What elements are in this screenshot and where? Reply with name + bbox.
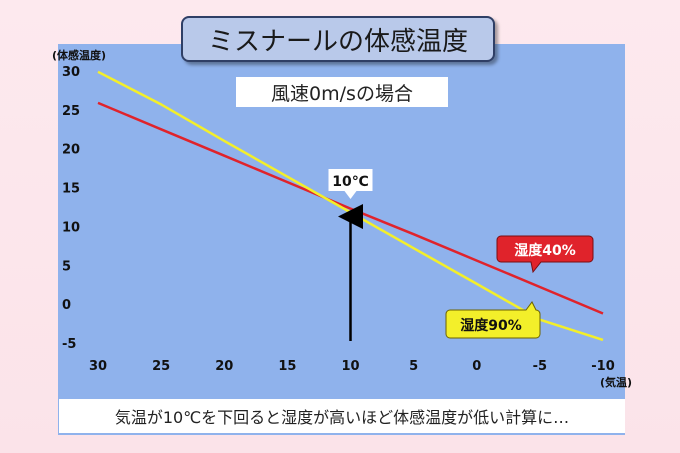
legend-callout-humidity-90 (445, 301, 541, 339)
y-tick-label: 25 (62, 104, 80, 119)
x-tick-label: 15 (278, 359, 296, 374)
legend-label-humidity-40: 湿度40% (514, 242, 576, 259)
y-tick-label: -5 (62, 337, 76, 352)
annotation-label: 10℃ (332, 174, 368, 190)
y-tick-label: 20 (62, 143, 80, 158)
x-tick-label: 0 (472, 359, 481, 374)
x-axis-label: (気温) (600, 375, 632, 389)
chart-title: ミスナールの体感温度 (181, 16, 495, 62)
legend-label-humidity-90: 湿度90% (460, 317, 522, 334)
annotation-callout (328, 169, 373, 199)
legend-callout-humidity-40 (496, 235, 594, 274)
x-tick-label: 10 (341, 359, 359, 374)
y-tick-label: 10 (62, 220, 80, 235)
chart-subtitle: 風速0m/sの場合 (236, 77, 448, 107)
x-tick-label: 30 (89, 359, 107, 374)
y-axis: 30 25 20 15 10 5 0 -5 (62, 65, 80, 352)
x-tick-label: -10 (591, 359, 615, 374)
y-tick-label: 5 (62, 259, 71, 274)
x-tick-label: -5 (533, 359, 547, 374)
y-tick-label: 30 (62, 65, 80, 80)
y-tick-label: 0 (62, 298, 71, 313)
y-axis-label: (体感温度) (52, 48, 106, 62)
legend-group: 湿度40% 湿度90% (445, 235, 594, 339)
y-tick-label: 15 (62, 182, 80, 197)
x-tick-label: 25 (152, 359, 170, 374)
x-axis: 30 25 20 15 10 5 0 -5 -10 (89, 359, 615, 374)
annotation-group: 10℃ (328, 169, 373, 341)
x-tick-label: 20 (215, 359, 233, 374)
footer-caption: 気温が10℃を下回ると湿度が高いほど体感温度が低い計算に… (59, 399, 625, 433)
x-tick-label: 5 (409, 359, 418, 374)
